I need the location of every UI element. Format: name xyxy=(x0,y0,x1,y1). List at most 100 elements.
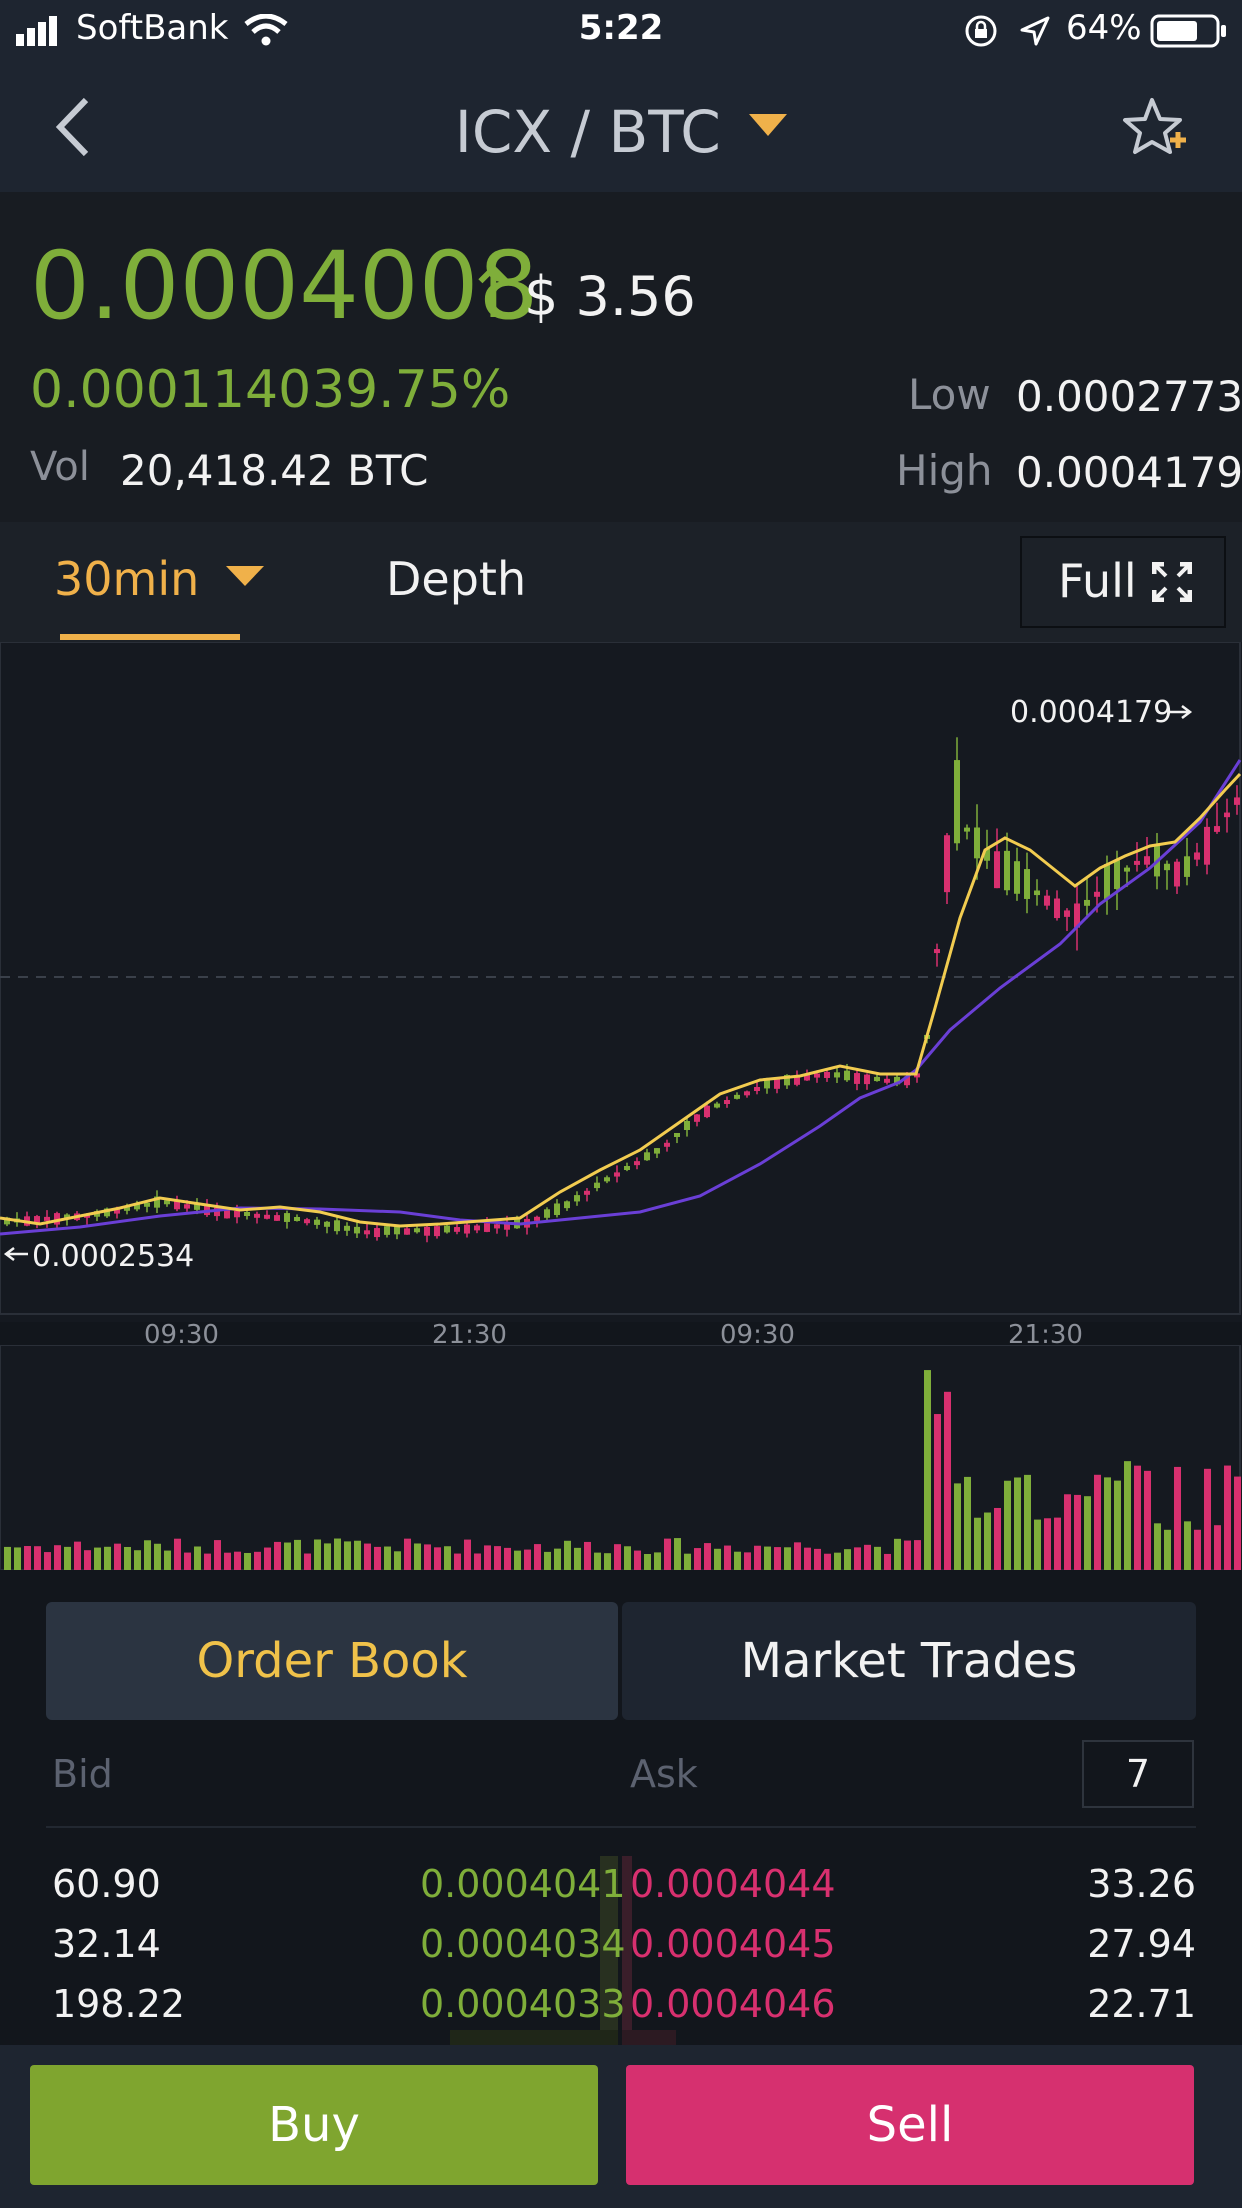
volume-bar xyxy=(864,1544,871,1570)
volume-bar xyxy=(734,1551,741,1570)
candle-body xyxy=(594,1182,600,1189)
candle-body xyxy=(1204,826,1210,865)
volume-bar xyxy=(304,1553,311,1570)
candle-body xyxy=(1134,860,1140,865)
divider xyxy=(46,1826,1196,1828)
volume-bar xyxy=(4,1546,11,1570)
volume-bar xyxy=(1154,1523,1161,1570)
volume-bar xyxy=(14,1547,21,1570)
volume-bar xyxy=(504,1547,511,1570)
volume-bar xyxy=(934,1414,941,1570)
volume-bar xyxy=(1044,1518,1051,1570)
candle-body xyxy=(1004,850,1010,891)
candle-body xyxy=(1024,869,1030,899)
ask-header: Ask xyxy=(630,1752,698,1796)
candle-body xyxy=(104,1208,110,1217)
buy-button[interactable]: Buy xyxy=(30,2065,598,2185)
candle-body xyxy=(624,1166,630,1170)
candle-body xyxy=(334,1220,340,1232)
candle-body xyxy=(424,1226,430,1236)
candle-body xyxy=(744,1091,750,1096)
clock: 5:22 xyxy=(578,8,664,48)
candle-body xyxy=(364,1230,370,1235)
battery-icon xyxy=(1150,14,1226,48)
volume-bar xyxy=(984,1512,991,1570)
candle-body xyxy=(324,1221,330,1227)
candle-body xyxy=(474,1225,480,1231)
volume-bar xyxy=(824,1553,831,1570)
volume-bar xyxy=(884,1553,891,1570)
candle-body xyxy=(1164,863,1170,871)
volume-bar xyxy=(54,1545,61,1570)
candle-body xyxy=(264,1214,270,1219)
precision-selector[interactable]: 7 xyxy=(1082,1740,1194,1808)
volume-value: 20,418.42 BTC xyxy=(120,446,429,495)
fullscreen-label: Full xyxy=(1058,554,1137,608)
candle-body xyxy=(994,851,1000,889)
volume-bar xyxy=(894,1538,901,1570)
sell-button[interactable]: Sell xyxy=(626,2065,1194,2185)
volume-bar xyxy=(124,1546,131,1570)
ask-depth-bar xyxy=(622,2030,676,2045)
candle-body xyxy=(974,827,980,859)
candlestick-chart[interactable]: 0.0004179 0.0002534 09:30 21:30 09:30 21… xyxy=(0,642,1242,1350)
candle-body xyxy=(464,1224,470,1234)
max-price-marker: 0.0004179 xyxy=(1010,695,1172,730)
candle-body xyxy=(724,1100,730,1104)
volume-bar xyxy=(714,1548,721,1570)
candle-body xyxy=(394,1226,400,1235)
pair-selector[interactable]: ICX / BTC xyxy=(0,98,1242,166)
candle-body xyxy=(1014,861,1020,894)
candle-body xyxy=(764,1080,770,1089)
fullscreen-button[interactable]: Full xyxy=(1020,536,1226,628)
candle-body xyxy=(864,1074,870,1085)
tab-market-trades[interactable]: Market Trades xyxy=(622,1602,1196,1720)
volume-bar xyxy=(684,1553,691,1570)
interval-selector[interactable]: 30min xyxy=(54,552,264,606)
candle-body xyxy=(934,949,940,954)
volume-bar xyxy=(1104,1477,1111,1570)
volume-bar xyxy=(904,1540,911,1570)
favorite-button[interactable] xyxy=(1122,96,1188,162)
candle-body xyxy=(554,1203,560,1216)
volume-bar xyxy=(784,1547,791,1570)
candle-body xyxy=(1174,861,1180,887)
candle-body xyxy=(154,1196,160,1208)
candle-body xyxy=(844,1070,850,1081)
back-button[interactable] xyxy=(52,96,92,158)
volume-bar xyxy=(254,1551,261,1570)
candle-body xyxy=(274,1215,280,1221)
location-icon xyxy=(1020,16,1050,46)
bid-depth-bar xyxy=(450,2030,618,2045)
volume-bar xyxy=(334,1538,341,1570)
volume-bar xyxy=(514,1550,521,1570)
candle-body xyxy=(444,1225,450,1233)
candle-body xyxy=(584,1190,590,1195)
candle-body xyxy=(894,1076,900,1085)
candle-body xyxy=(674,1133,680,1137)
candle-body xyxy=(1214,826,1220,832)
volume-bar xyxy=(764,1546,771,1570)
volume-bar xyxy=(164,1550,171,1570)
candle-body xyxy=(344,1225,350,1231)
tab-order-book[interactable]: Order Book xyxy=(46,1602,618,1720)
candle-body xyxy=(614,1172,620,1177)
candle-body xyxy=(534,1216,540,1221)
candle-body xyxy=(214,1207,220,1217)
ask-quantity: 27.94 xyxy=(1087,1922,1196,1966)
candle-body xyxy=(904,1076,910,1086)
volume-bar xyxy=(754,1545,761,1570)
candle-body xyxy=(944,835,950,893)
bid-price: 0.0004034 xyxy=(420,1922,626,1966)
candle-body xyxy=(774,1079,780,1089)
chevron-left-icon xyxy=(55,97,89,157)
volume-bar xyxy=(774,1547,781,1570)
usd-price: $ 3.56 xyxy=(524,265,696,328)
tab-depth[interactable]: Depth xyxy=(386,552,527,606)
candle-body xyxy=(834,1072,840,1078)
volume-bar xyxy=(704,1543,711,1570)
candle-body xyxy=(484,1223,490,1232)
volume-bar xyxy=(324,1543,331,1570)
candle-body xyxy=(794,1075,800,1085)
volume-bar xyxy=(1094,1474,1101,1570)
